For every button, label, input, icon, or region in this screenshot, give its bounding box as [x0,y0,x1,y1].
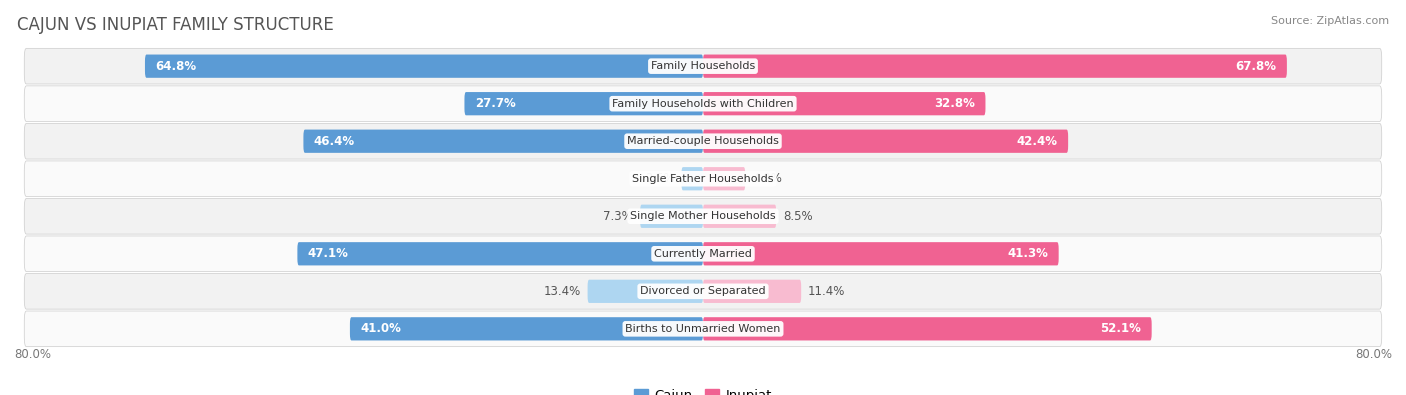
FancyBboxPatch shape [24,48,1382,84]
Text: CAJUN VS INUPIAT FAMILY STRUCTURE: CAJUN VS INUPIAT FAMILY STRUCTURE [17,16,333,34]
Text: 13.4%: 13.4% [544,285,581,298]
Text: 67.8%: 67.8% [1236,60,1277,73]
Text: 41.3%: 41.3% [1008,247,1049,260]
Text: 41.0%: 41.0% [360,322,401,335]
FancyBboxPatch shape [703,92,986,115]
Text: 2.5%: 2.5% [645,172,675,185]
Text: 11.4%: 11.4% [808,285,845,298]
Text: Divorced or Separated: Divorced or Separated [640,286,766,296]
Text: 64.8%: 64.8% [155,60,197,73]
Text: Family Households: Family Households [651,61,755,71]
FancyBboxPatch shape [682,167,703,190]
Text: 80.0%: 80.0% [14,348,51,361]
Text: 80.0%: 80.0% [1355,348,1392,361]
Text: 46.4%: 46.4% [314,135,354,148]
FancyBboxPatch shape [703,205,776,228]
Text: Source: ZipAtlas.com: Source: ZipAtlas.com [1271,16,1389,26]
FancyBboxPatch shape [24,161,1382,197]
Text: 7.3%: 7.3% [603,210,633,223]
FancyBboxPatch shape [24,198,1382,234]
FancyBboxPatch shape [24,311,1382,347]
Legend: Cajun, Inupiat: Cajun, Inupiat [628,384,778,395]
FancyBboxPatch shape [464,92,703,115]
FancyBboxPatch shape [298,242,703,265]
Text: 32.8%: 32.8% [934,97,976,110]
FancyBboxPatch shape [24,236,1382,272]
FancyBboxPatch shape [703,280,801,303]
FancyBboxPatch shape [703,317,1152,340]
Text: 4.9%: 4.9% [752,172,782,185]
FancyBboxPatch shape [24,273,1382,309]
Text: Currently Married: Currently Married [654,249,752,259]
FancyBboxPatch shape [703,242,1059,265]
Text: 27.7%: 27.7% [475,97,516,110]
Text: Single Father Households: Single Father Households [633,174,773,184]
FancyBboxPatch shape [588,280,703,303]
Text: Single Mother Households: Single Mother Households [630,211,776,221]
Text: 8.5%: 8.5% [783,210,813,223]
FancyBboxPatch shape [703,55,1286,78]
FancyBboxPatch shape [703,130,1069,153]
Text: Births to Unmarried Women: Births to Unmarried Women [626,324,780,334]
FancyBboxPatch shape [703,167,745,190]
Text: Married-couple Households: Married-couple Households [627,136,779,146]
Text: 42.4%: 42.4% [1017,135,1057,148]
FancyBboxPatch shape [24,86,1382,122]
FancyBboxPatch shape [145,55,703,78]
Text: 52.1%: 52.1% [1101,322,1142,335]
Text: Family Households with Children: Family Households with Children [612,99,794,109]
FancyBboxPatch shape [350,317,703,340]
FancyBboxPatch shape [24,123,1382,159]
Text: 47.1%: 47.1% [308,247,349,260]
FancyBboxPatch shape [640,205,703,228]
FancyBboxPatch shape [304,130,703,153]
